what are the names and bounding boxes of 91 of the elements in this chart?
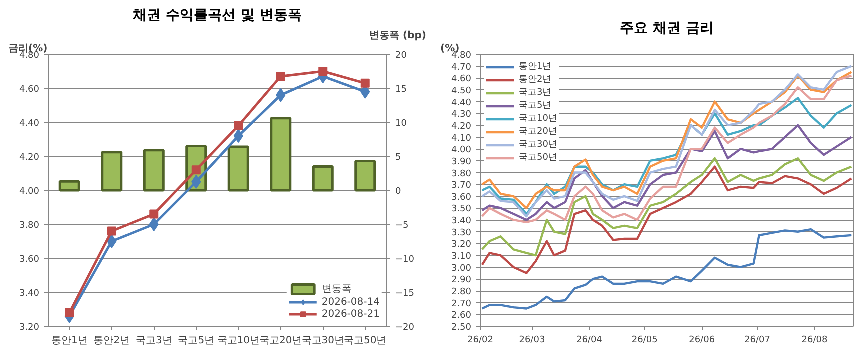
legend-label: 2026-08-14 <box>322 296 380 308</box>
y2-tick-label: −20 <box>396 323 415 333</box>
y-tick-label: 3.90 <box>451 157 472 168</box>
chart-title: 주요 채권 금리 <box>620 20 714 36</box>
y-tick-label: 3.60 <box>19 255 40 265</box>
line-series <box>481 228 853 310</box>
y-tick-label: 4.60 <box>19 85 40 95</box>
y-tick-label: 4.70 <box>451 62 472 73</box>
x-tick-label: 국고20년 <box>260 336 302 346</box>
y2-tick-label: 20 <box>396 51 408 61</box>
x-tick-label: 26/08 <box>802 336 828 346</box>
y-tick-label: 3.50 <box>451 204 472 215</box>
point <box>107 226 116 236</box>
x-tick-label: 26/06 <box>689 336 716 346</box>
x-tick-label: 통안1년 <box>51 336 88 346</box>
y-tick-label: 4.20 <box>19 153 40 163</box>
y2-tick-label: −5 <box>396 221 409 231</box>
y2-tick-label: −15 <box>396 289 414 299</box>
y-tick-label: 4.60 <box>451 74 472 85</box>
legend-label: 국고5년 <box>519 100 552 112</box>
point <box>192 175 202 189</box>
y-tick-label: 4.10 <box>451 134 472 144</box>
bar <box>101 151 123 192</box>
y-tick-label: 3.10 <box>451 252 472 262</box>
y2-tick-label: 5 <box>396 153 402 163</box>
bar <box>270 117 292 192</box>
y-tick-label: 4.40 <box>19 119 40 129</box>
y-tick-label: 3.70 <box>451 181 472 192</box>
legend-label: 2026-08-21 <box>322 308 380 320</box>
y2-tick-label: 15 <box>396 85 407 95</box>
line-series <box>481 124 853 222</box>
y-tick-label: 3.00 <box>451 264 472 274</box>
y-tick-label: 3.20 <box>19 323 40 333</box>
chart-title: 채권 수익률곡선 및 변동폭 <box>132 8 302 24</box>
legend-label: 변동폭 <box>322 283 352 296</box>
point <box>234 121 244 130</box>
x-tick-label: 26/02 <box>468 336 494 346</box>
y-tick-label: 2.50 <box>451 323 472 333</box>
y2-tick-label: −10 <box>396 255 415 265</box>
y-tick-label: 4.30 <box>451 110 472 120</box>
y-tick-label: 3.30 <box>451 228 472 238</box>
y-tick-label: 3.40 <box>451 216 472 227</box>
bar <box>58 180 80 192</box>
y-tick-label: 4.20 <box>451 122 472 132</box>
point <box>65 308 74 318</box>
point <box>276 72 286 82</box>
x-tick-label: 통안2년 <box>94 336 130 346</box>
y-tick-label: 3.80 <box>451 169 472 180</box>
y-tick-label: 4.50 <box>451 86 472 96</box>
x-tick-label: 국고3년 <box>136 336 172 346</box>
y-tick-label: 2.60 <box>451 311 472 322</box>
legend-label: 국고20년 <box>519 126 558 138</box>
x-tick-label: 26/03 <box>519 336 546 346</box>
y-tick-label: 3.60 <box>451 192 472 203</box>
x-tick-label: 국고10년 <box>217 336 260 346</box>
legend-label: 국고30년 <box>519 139 558 151</box>
x-tick-label: 국고30년 <box>302 336 344 346</box>
y-tick-label: 3.80 <box>19 221 40 231</box>
x-tick-label: 26/05 <box>632 336 658 346</box>
line-series <box>481 166 853 274</box>
y-tick-label: 2.80 <box>451 288 472 298</box>
point <box>318 67 328 76</box>
point <box>149 218 159 232</box>
y2-axis-title: 변동폭 (bp) <box>370 30 427 42</box>
point <box>107 234 117 248</box>
legend-label: 국고10년 <box>519 113 558 125</box>
y-tick-label: 4.00 <box>19 187 40 197</box>
line-series <box>481 97 853 216</box>
legend-label: 국고50년 <box>519 152 558 164</box>
y-tick-label: 3.40 <box>19 289 40 299</box>
bar <box>228 146 250 192</box>
x-tick-label: 국고50년 <box>344 336 387 346</box>
y-tick-label: 4.00 <box>451 146 472 156</box>
legend-label: 통안2년 <box>519 74 552 86</box>
y-tick-label: 2.90 <box>451 276 472 286</box>
bar <box>143 149 165 192</box>
x-tick-label: 국고5년 <box>178 336 215 346</box>
x-tick-label: 26/04 <box>576 336 603 346</box>
y-tick-label: 4.40 <box>451 98 472 108</box>
point <box>150 210 159 219</box>
y-tick-label: 2.70 <box>451 299 472 310</box>
x-tick-label: 26/07 <box>744 336 770 346</box>
legend-label: 국고3년 <box>519 87 552 99</box>
y-tick-label: 3.20 <box>451 240 472 250</box>
point <box>192 166 201 175</box>
legend-label: 통안1년 <box>519 61 552 73</box>
bar <box>312 165 334 192</box>
y2-tick-label: 10 <box>396 119 408 129</box>
point <box>360 78 370 88</box>
y2-tick-label: 0 <box>396 187 402 197</box>
bar <box>354 160 376 192</box>
